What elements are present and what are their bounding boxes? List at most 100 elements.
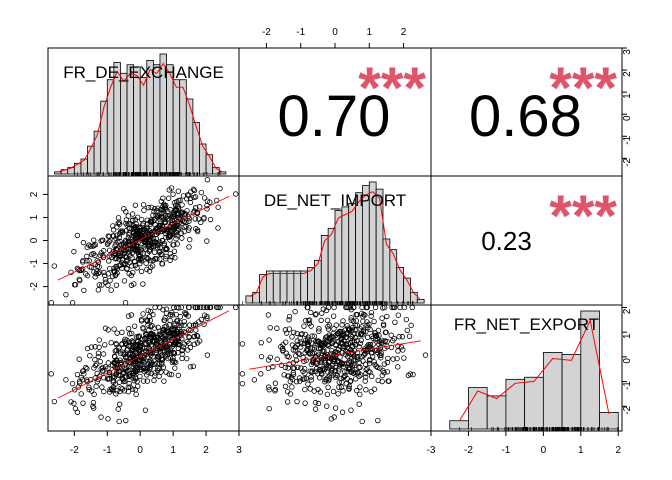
scatter-point [151,249,158,256]
scatter-point [136,224,142,231]
scatter-point [279,345,286,352]
scatter-point [118,385,124,391]
scatter-point [187,195,194,202]
scatter-point [384,338,390,345]
scatter-point [266,405,272,412]
panel-2-0 [47,304,240,432]
scatter-point [190,186,197,193]
scatter-point [150,331,157,338]
scatter-point [116,418,122,425]
scatter-point [107,386,113,393]
scatter-point [339,350,346,356]
smooth-line [249,340,421,370]
scatter-point [166,187,172,193]
scatter-point [143,331,149,337]
scatter-point [185,192,191,198]
scatter-point [170,326,176,332]
scatter-point [282,327,289,333]
scatter-point [140,378,147,384]
scatter-point [105,327,111,333]
histogram-bar [272,270,281,304]
scatter-point [79,368,86,375]
scatter-point [122,367,128,373]
scatter-point [345,353,351,360]
scatter-point [371,318,377,325]
scatter-point [88,264,95,270]
scatter-point [378,352,384,358]
scatter-point [215,225,221,231]
scatter-point [296,375,303,381]
scatter-point [192,205,199,211]
scatter-point [128,330,135,337]
scatter-point [358,331,364,338]
scatter-point [151,208,157,215]
scatter-point [315,386,321,393]
scatter-point [354,311,361,318]
scatter-point [325,323,331,330]
scatter-point [87,352,93,359]
scatter-point [186,225,192,231]
scatter-point [325,326,332,332]
scatter-point [380,321,387,327]
scatter-point [400,347,406,353]
scatter-point [76,276,82,283]
scatter-point [307,351,313,357]
scatter-point [382,338,388,345]
scatter-point [136,362,142,368]
scatter-point [308,309,314,316]
scatter-point [375,377,381,384]
scatter-point [121,278,128,284]
scatter-point [352,327,358,333]
scatter-point [357,364,363,370]
scatter-point [165,343,171,349]
scatter-point [362,361,369,367]
scatter-point [171,242,177,248]
scatter-point [136,234,142,241]
scatter-point [364,322,370,329]
tick-label: -3 [427,445,436,456]
scatter-point [401,355,407,361]
scatter-point [360,318,366,324]
scatter-point [193,226,199,232]
scatter-point [151,243,157,250]
scatter-point [280,348,286,354]
scatter-point [407,371,413,377]
scatter-point [290,371,297,378]
scatter-point [118,359,125,366]
scatter-point [385,355,391,362]
scatter-point [333,322,340,328]
panel-1-2: 0.23 *** [430,175,623,306]
scatter-point [258,371,264,377]
scatter-point [132,259,138,265]
scatter-point [101,269,107,276]
scatter-point [84,272,91,279]
scatter-point [144,318,151,324]
scatter-point [308,377,315,383]
scatter-point [94,361,100,367]
scatter-point [113,391,119,397]
tick-label: 1 [622,333,633,339]
scatter-point [172,365,178,371]
scatter-point [366,360,373,367]
scatter-point [176,330,182,337]
scatter-point [138,343,144,349]
scatter-point [182,329,189,336]
scatter-point [88,243,94,249]
scatter-point [132,369,139,375]
scatter-point [173,311,179,318]
scatter-point [107,265,113,272]
scatter-point [342,327,348,333]
scatter-point [191,187,198,194]
scatter-point [158,369,164,375]
scatter-point [167,257,173,263]
scatter-point [267,354,274,361]
scatter-point [113,372,119,378]
scatter-point [352,369,358,376]
correlation-value: 0.70 [278,84,391,149]
scatter-point [336,328,343,335]
scatter-point [99,384,105,390]
scatter-point [190,363,196,370]
scatter-point [163,234,169,241]
scatter-point [144,364,151,370]
scatter-point [140,202,147,208]
